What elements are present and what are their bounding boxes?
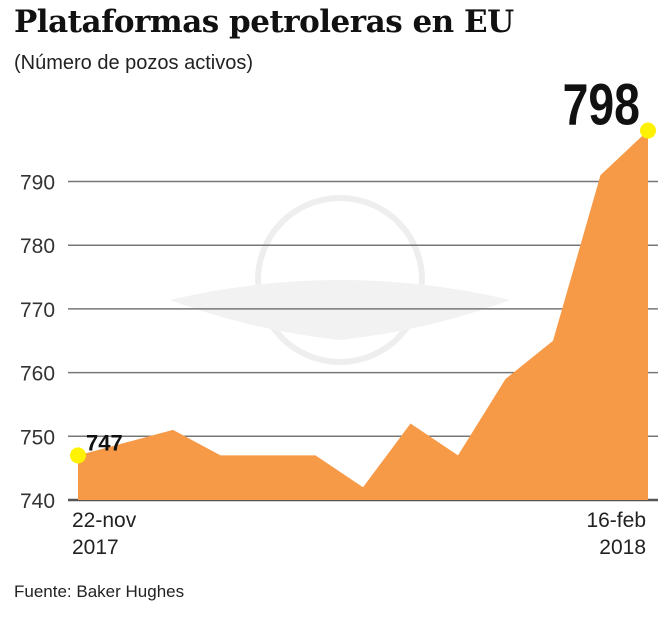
end-value-label: 798 bbox=[563, 73, 640, 138]
y-tick-label: 760 bbox=[20, 363, 55, 386]
watermark-globe bbox=[255, 195, 425, 365]
x-tick-label: 16-feb bbox=[586, 509, 646, 532]
highlight-marker bbox=[640, 122, 656, 139]
y-tick-label: 780 bbox=[20, 235, 55, 258]
y-tick-label: 770 bbox=[20, 299, 55, 322]
y-tick-label: 790 bbox=[20, 172, 55, 195]
x-tick-label: 22-nov bbox=[72, 509, 137, 532]
chart-subtitle: (Número de pozos activos) bbox=[14, 52, 253, 74]
area-series bbox=[78, 130, 648, 501]
x-tick-year-label: 2017 bbox=[72, 536, 119, 559]
watermark-eagle bbox=[170, 280, 510, 340]
highlight-marker bbox=[70, 447, 86, 464]
source-note: Fuente: Baker Hughes bbox=[14, 582, 185, 601]
y-tick-label: 750 bbox=[20, 426, 55, 449]
chart-title: Plataformas petroleras en EU bbox=[14, 4, 514, 40]
x-tick-year-label: 2018 bbox=[599, 536, 646, 559]
start-value-label: 747 bbox=[86, 430, 123, 455]
y-tick-label: 740 bbox=[20, 490, 55, 513]
